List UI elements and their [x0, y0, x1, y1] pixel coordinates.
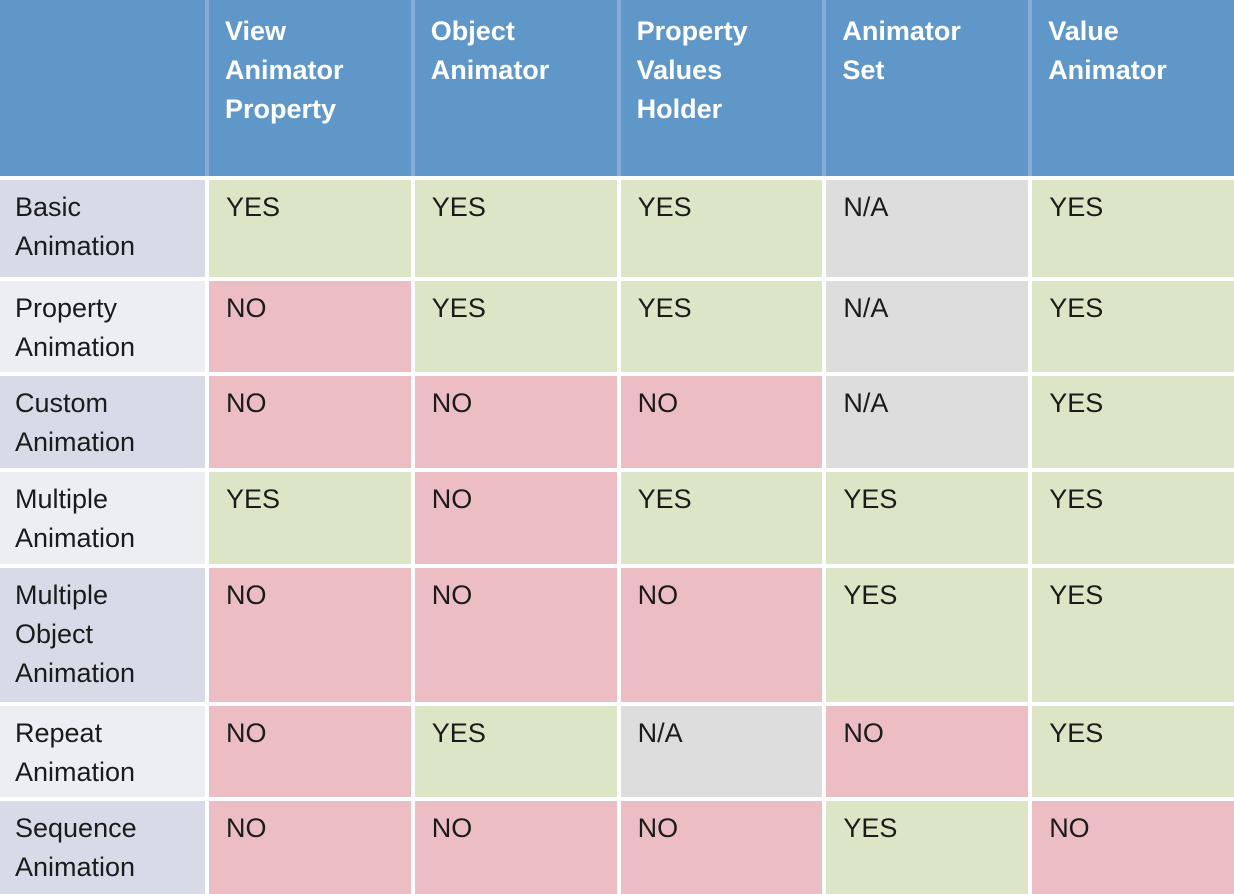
- table-cell: YES: [209, 472, 411, 564]
- table-cell: NO: [620, 376, 823, 468]
- table-cell: YES: [209, 180, 411, 277]
- table-cell: YES: [414, 180, 617, 277]
- table-cell: YES: [1032, 180, 1234, 277]
- table-cell: YES: [620, 472, 823, 564]
- column-header: Property Values Holder: [620, 0, 823, 176]
- table-cell: N/A: [826, 376, 1029, 468]
- row-label: Multiple Animation: [0, 472, 205, 564]
- table-cell: YES: [1032, 568, 1234, 702]
- row-label: Basic Animation: [0, 180, 205, 277]
- table-cell: NO: [826, 706, 1029, 797]
- column-header: Value Animator: [1032, 0, 1234, 176]
- table-cell: N/A: [826, 180, 1029, 277]
- column-header: Object Animator: [414, 0, 617, 176]
- table-cell: YES: [620, 180, 823, 277]
- table-cell: NO: [414, 472, 617, 564]
- table-cell: NO: [414, 568, 617, 702]
- table-cell: NO: [620, 801, 823, 894]
- table-cell: N/A: [620, 706, 823, 797]
- table-cell: YES: [826, 568, 1029, 702]
- table-cell: YES: [1032, 706, 1234, 797]
- table-cell: YES: [826, 472, 1029, 564]
- table-cell: YES: [1032, 281, 1234, 372]
- table-cell: YES: [620, 281, 823, 372]
- row-label: Custom Animation: [0, 376, 205, 468]
- table-cell: NO: [209, 706, 411, 797]
- column-header: Animator Set: [826, 0, 1029, 176]
- table-cell: NO: [209, 801, 411, 894]
- row-label: Multiple Object Animation: [0, 568, 205, 702]
- table-cell: YES: [414, 281, 617, 372]
- table-cell: YES: [1032, 472, 1234, 564]
- corner-cell: [0, 0, 205, 176]
- table-cell: NO: [620, 568, 823, 702]
- table-cell: NO: [209, 281, 411, 372]
- table-cell: YES: [1032, 376, 1234, 468]
- table-cell: NO: [1032, 801, 1234, 894]
- table-cell: NO: [209, 376, 411, 468]
- table-cell: NO: [414, 801, 617, 894]
- row-label: Sequence Animation: [0, 801, 205, 894]
- column-header: View Animator Property: [209, 0, 411, 176]
- table-cell: N/A: [826, 281, 1029, 372]
- table-cell: NO: [209, 568, 411, 702]
- table-cell: NO: [414, 376, 617, 468]
- table-cell: YES: [414, 706, 617, 797]
- table-cell: YES: [826, 801, 1029, 894]
- row-label: Property Animation: [0, 281, 205, 372]
- row-label: Repeat Animation: [0, 706, 205, 797]
